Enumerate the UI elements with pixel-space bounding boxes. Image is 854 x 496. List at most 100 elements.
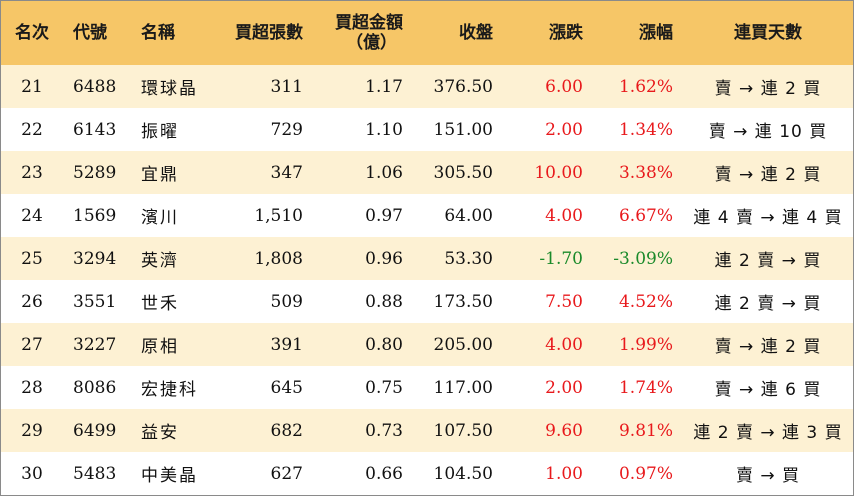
rank-cell: 28 [21, 377, 43, 398]
table-body: 21 6488 環球晶 311 1.17 376.50 6.00 1.62% 賣 → 連 2 買… [1, 65, 853, 495]
consecutive-days-cell: 賣 → 買 [735, 466, 801, 486]
net-buy-lots-cell: 347 [270, 162, 303, 183]
header-consecutive-days: 連買天數 [734, 23, 802, 43]
table-row: 23 5289 宜鼎 347 1.06 305.50 10.00 3.38% 賣 → 連 2 買 [1, 151, 853, 194]
close-cell: 376.50 [433, 76, 493, 97]
table-row: 28 8086 宏捷科 645 0.75 117.00 2.00 1.74% 賣 → 連 6 買 [1, 366, 853, 409]
consecutive-days-cell: 賣 → 連 6 買 [714, 380, 822, 400]
change-pct-cell: 4.52% [618, 291, 673, 312]
rank-cell: 25 [21, 248, 43, 269]
name-cell: 振曜 [141, 122, 179, 142]
code-cell: 5483 [73, 463, 117, 484]
net-buy-amount-cell: 1.10 [365, 119, 403, 140]
change-pct-cell: 1.62% [618, 76, 673, 97]
change-cell: 2.00 [545, 119, 583, 140]
header-net-buy-lots: 買超張數 [235, 23, 303, 43]
rank-cell: 30 [21, 463, 43, 484]
change-pct-cell: 1.34% [618, 119, 673, 140]
table-row: 27 3227 原相 391 0.80 205.00 4.00 1.99% 賣 → 連 2 買 [1, 323, 853, 366]
table-row: 24 1569 濱川 1,510 0.97 64.00 4.00 6.67% 連 4 賣 → 連… [1, 194, 853, 237]
table-row: 29 6499 益安 682 0.73 107.50 9.60 9.81% 連 2 賣 → 連 … [1, 409, 853, 452]
code-cell: 6488 [73, 76, 117, 97]
rank-cell: 29 [21, 420, 43, 441]
name-cell: 益安 [141, 423, 179, 443]
header-change: 漲跌 [549, 23, 583, 43]
change-pct-cell: 1.99% [618, 334, 673, 355]
code-cell: 3294 [73, 248, 117, 269]
code-cell: 6499 [73, 420, 117, 441]
header-net-buy-amount-line2: （億） [346, 33, 397, 53]
change-pct-cell: 3.38% [618, 162, 673, 183]
close-cell: 173.50 [433, 291, 493, 312]
consecutive-days-cell: 賣 → 連 2 買 [714, 79, 822, 99]
change-cell: 7.50 [545, 291, 583, 312]
net-buy-amount-cell: 1.06 [365, 162, 403, 183]
net-buy-lots-cell: 391 [270, 334, 303, 355]
header-change-pct: 漲幅 [639, 23, 673, 43]
name-cell: 宏捷科 [141, 380, 198, 400]
net-buy-lots-cell: 729 [270, 119, 303, 140]
change-cell: 2.00 [545, 377, 583, 398]
table-row: 25 3294 英濟 1,808 0.96 53.30 -1.70 -3.09% 連 2 賣 →… [1, 237, 853, 280]
change-pct-cell: 0.97% [618, 463, 673, 484]
header-rank: 名次 [15, 23, 49, 43]
consecutive-days-cell: 賣 → 連 2 買 [714, 165, 822, 185]
net-buy-lots-cell: 627 [270, 463, 303, 484]
code-cell: 8086 [73, 377, 117, 398]
code-cell: 3227 [73, 334, 117, 355]
net-buy-amount-cell: 0.80 [365, 334, 403, 355]
consecutive-days-cell: 連 2 賣 → 連 3 買 [693, 423, 843, 443]
name-cell: 宜鼎 [141, 165, 179, 185]
table-header-row: 名次 代號 名稱 買超張數 買超金額 （億） 收盤 漲跌 漲幅 連買天數 [1, 1, 853, 65]
rank-cell: 27 [21, 334, 43, 355]
net-buy-amount-cell: 0.66 [365, 463, 403, 484]
change-cell: 6.00 [545, 76, 583, 97]
change-pct-cell: 9.81% [618, 420, 673, 441]
net-buy-amount-cell: 1.17 [365, 76, 403, 97]
net-buy-lots-cell: 1,510 [254, 205, 303, 226]
rank-cell: 26 [21, 291, 43, 312]
close-cell: 117.00 [433, 377, 493, 398]
name-cell: 中美晶 [141, 466, 198, 486]
code-cell: 5289 [73, 162, 117, 183]
consecutive-days-cell: 賣 → 連 10 買 [708, 122, 828, 142]
change-pct-cell: 1.74% [618, 377, 673, 398]
code-cell: 6143 [73, 119, 117, 140]
header-name: 名稱 [141, 23, 175, 43]
rank-cell: 21 [21, 76, 43, 97]
net-buy-amount-cell: 0.96 [365, 248, 403, 269]
rank-cell: 24 [21, 205, 43, 226]
change-pct-cell: 6.67% [618, 205, 673, 226]
code-cell: 1569 [73, 205, 117, 226]
rank-cell: 22 [21, 119, 43, 140]
close-cell: 107.50 [433, 420, 493, 441]
change-cell: 9.60 [545, 420, 583, 441]
net-buy-lots-cell: 1,808 [254, 248, 303, 269]
header-net-buy-amount-line1: 買超金額 [335, 13, 403, 33]
net-buy-amount-cell: 0.73 [365, 420, 403, 441]
consecutive-days-cell: 賣 → 連 2 買 [714, 337, 822, 357]
rank-cell: 23 [21, 162, 43, 183]
close-cell: 53.30 [444, 248, 493, 269]
table-row: 26 3551 世禾 509 0.88 173.50 7.50 4.52% 連 2 賣 → 買 [1, 280, 853, 323]
consecutive-days-cell: 連 4 賣 → 連 4 買 [693, 208, 843, 228]
name-cell: 世禾 [141, 294, 179, 314]
header-net-buy-amount: 買超金額 （億） [313, 1, 413, 65]
table-row: 30 5483 中美晶 627 0.66 104.50 1.00 0.97% 賣 → 買 [1, 452, 853, 495]
net-buy-amount-cell: 0.75 [365, 377, 403, 398]
close-cell: 104.50 [433, 463, 493, 484]
change-cell: 10.00 [534, 162, 583, 183]
net-buy-lots-cell: 509 [270, 291, 303, 312]
code-cell: 3551 [73, 291, 117, 312]
net-buy-lots-cell: 311 [270, 76, 303, 97]
name-cell: 英濟 [141, 251, 179, 271]
name-cell: 原相 [141, 337, 179, 357]
name-cell: 濱川 [141, 208, 179, 228]
close-cell: 305.50 [433, 162, 493, 183]
consecutive-days-cell: 連 2 賣 → 買 [714, 251, 822, 271]
close-cell: 205.00 [433, 334, 493, 355]
net-buy-lots-cell: 645 [270, 377, 303, 398]
change-cell: 1.00 [545, 463, 583, 484]
